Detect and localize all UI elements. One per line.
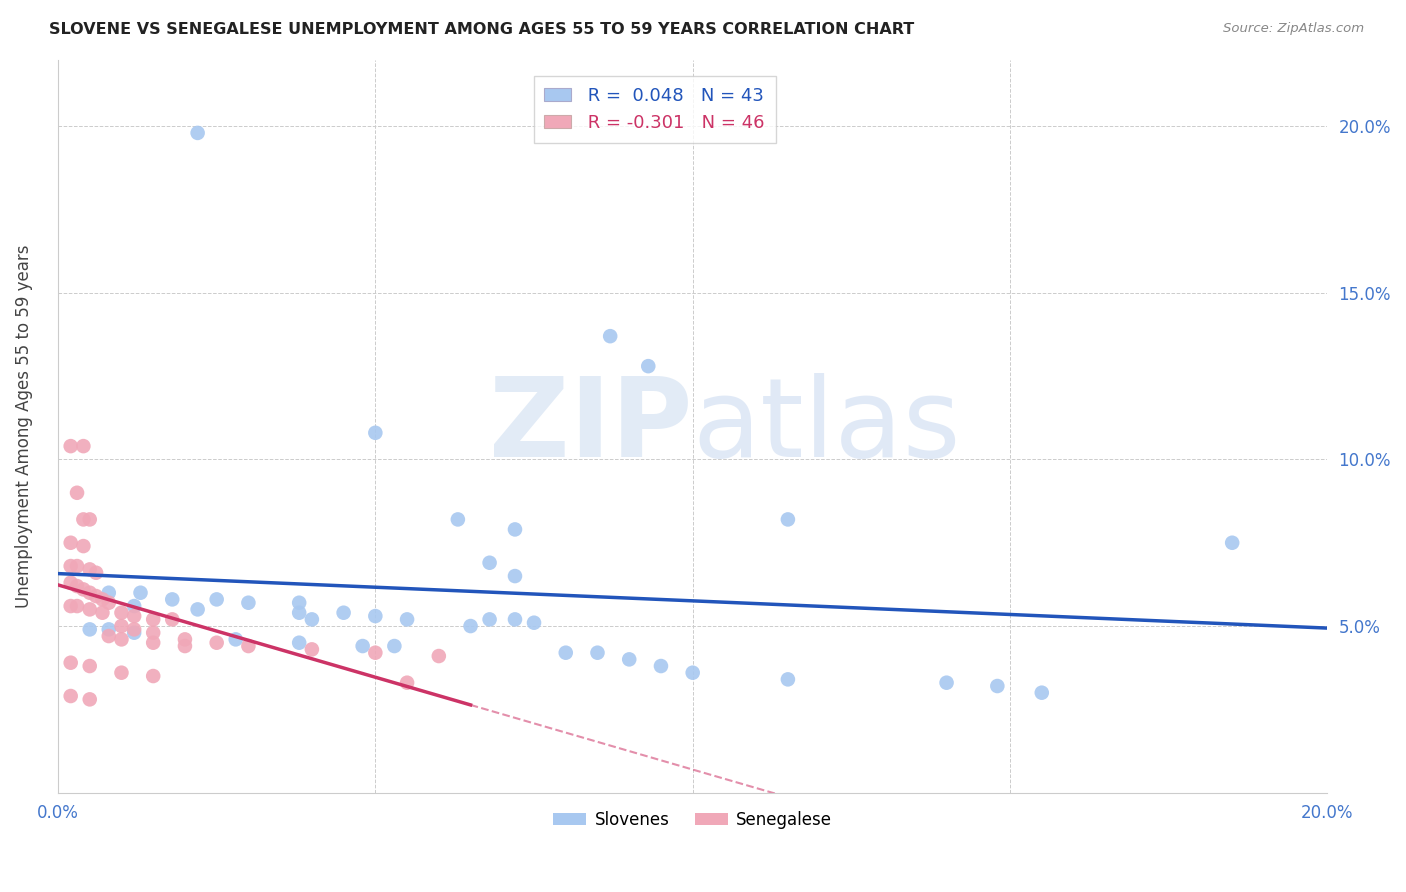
Point	[503, 612, 526, 626]
Point	[79, 659, 101, 673]
Point	[66, 599, 89, 613]
Legend: Slovenes, Senegalese: Slovenes, Senegalese	[547, 805, 839, 836]
Point	[332, 606, 354, 620]
Point	[1031, 686, 1053, 700]
Point	[554, 646, 576, 660]
Point	[364, 425, 387, 440]
Point	[97, 596, 120, 610]
Point	[66, 579, 89, 593]
Point	[364, 609, 387, 624]
Text: SLOVENE VS SENEGALESE UNEMPLOYMENT AMONG AGES 55 TO 59 YEARS CORRELATION CHART: SLOVENE VS SENEGALESE UNEMPLOYMENT AMONG…	[49, 22, 914, 37]
Point	[187, 126, 209, 140]
Point	[599, 329, 621, 343]
Point	[205, 636, 228, 650]
Point	[187, 602, 209, 616]
Point	[396, 612, 419, 626]
Point	[122, 599, 145, 613]
Point	[142, 612, 165, 626]
Point	[776, 673, 799, 687]
Point	[478, 556, 501, 570]
Point	[122, 625, 145, 640]
Point	[91, 606, 114, 620]
Point	[447, 512, 470, 526]
Point	[460, 619, 482, 633]
Point	[986, 679, 1008, 693]
Point	[122, 623, 145, 637]
Point	[238, 639, 260, 653]
Point	[97, 585, 120, 599]
Point	[205, 592, 228, 607]
Point	[72, 539, 94, 553]
Point	[129, 585, 152, 599]
Point	[72, 512, 94, 526]
Point	[110, 619, 132, 633]
Point	[79, 623, 101, 637]
Point	[637, 359, 659, 373]
Point	[91, 592, 114, 607]
Point	[364, 646, 387, 660]
Point	[79, 692, 101, 706]
Point	[776, 512, 799, 526]
Point	[288, 606, 311, 620]
Text: atlas: atlas	[693, 373, 962, 480]
Point	[110, 632, 132, 647]
Point	[396, 675, 419, 690]
Point	[59, 689, 82, 703]
Point	[174, 632, 197, 647]
Point	[84, 566, 107, 580]
Point	[66, 559, 89, 574]
Point	[79, 602, 101, 616]
Y-axis label: Unemployment Among Ages 55 to 59 years: Unemployment Among Ages 55 to 59 years	[15, 244, 32, 607]
Point	[478, 612, 501, 626]
Point	[384, 639, 406, 653]
Point	[110, 665, 132, 680]
Point	[650, 659, 672, 673]
Point	[142, 669, 165, 683]
Point	[935, 675, 957, 690]
Point	[503, 569, 526, 583]
Point	[142, 636, 165, 650]
Point	[110, 606, 132, 620]
Point	[72, 439, 94, 453]
Point	[79, 585, 101, 599]
Point	[288, 636, 311, 650]
Point	[682, 665, 704, 680]
Point	[301, 642, 323, 657]
Point	[586, 646, 609, 660]
Point	[352, 639, 374, 653]
Point	[162, 592, 184, 607]
Point	[79, 512, 101, 526]
Point	[59, 656, 82, 670]
Point	[174, 639, 197, 653]
Point	[142, 625, 165, 640]
Text: ZIP: ZIP	[489, 373, 693, 480]
Point	[427, 648, 450, 663]
Point	[238, 596, 260, 610]
Point	[79, 562, 101, 576]
Point	[288, 596, 311, 610]
Point	[1220, 535, 1243, 549]
Point	[72, 582, 94, 597]
Point	[59, 439, 82, 453]
Point	[301, 612, 323, 626]
Point	[503, 523, 526, 537]
Point	[97, 623, 120, 637]
Point	[84, 589, 107, 603]
Point	[59, 559, 82, 574]
Point	[59, 599, 82, 613]
Point	[59, 535, 82, 549]
Point	[66, 485, 89, 500]
Point	[97, 629, 120, 643]
Point	[225, 632, 247, 647]
Point	[619, 652, 641, 666]
Point	[523, 615, 546, 630]
Point	[162, 612, 184, 626]
Point	[59, 575, 82, 590]
Text: Source: ZipAtlas.com: Source: ZipAtlas.com	[1223, 22, 1364, 36]
Point	[122, 609, 145, 624]
